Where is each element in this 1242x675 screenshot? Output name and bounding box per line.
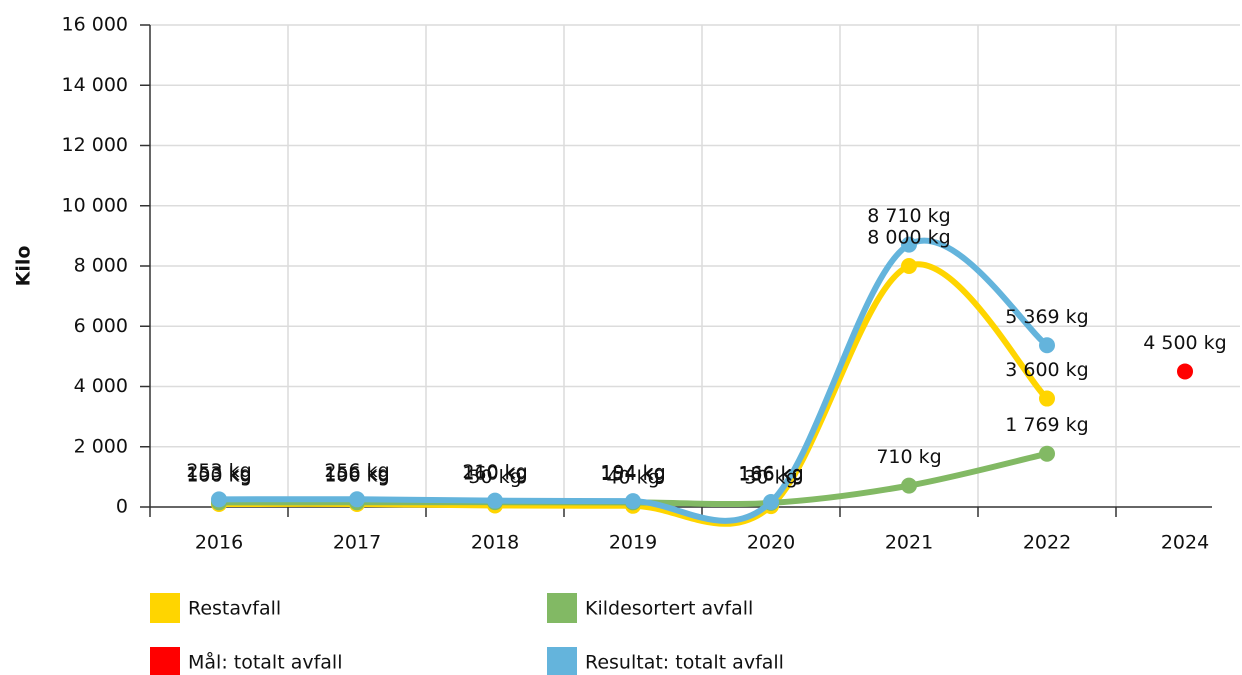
point <box>625 493 641 510</box>
y-tick-label: 4 000 <box>74 375 128 397</box>
data-label: 100 kg <box>324 464 389 486</box>
point <box>901 236 917 253</box>
data-label: 156 kg <box>324 463 389 485</box>
x-tick-label: 2022 <box>1023 532 1071 554</box>
data-label: 40 kg <box>606 466 659 488</box>
x-tick-label: 2024 <box>1161 532 1209 554</box>
data-label: 253 kg <box>186 460 251 482</box>
y-tick-label: 2 000 <box>74 435 128 457</box>
data-label: 30 kg <box>744 467 797 489</box>
point <box>901 258 917 274</box>
point <box>211 491 227 508</box>
y-tick-label: 6 000 <box>74 315 128 337</box>
y-tick-label: 0 <box>116 496 128 518</box>
y-tick-label: 14 000 <box>62 74 128 96</box>
legend-swatch <box>150 647 180 675</box>
x-tick-label: 2021 <box>885 532 933 554</box>
point <box>763 493 779 510</box>
y-tick-label: 12 000 <box>62 134 128 156</box>
x-tick-label: 2019 <box>609 532 657 554</box>
point <box>349 491 365 508</box>
data-label: 160 kg <box>462 463 527 485</box>
point <box>1177 363 1193 380</box>
data-label: 136 kg <box>738 463 803 485</box>
x-tick-label: 2017 <box>333 532 381 554</box>
point <box>901 477 917 494</box>
legend-label: Kildesortert avfall <box>585 598 753 620</box>
point <box>1039 390 1055 407</box>
data-label: 210 kg <box>462 461 527 483</box>
data-label: 154 kg <box>600 463 665 485</box>
point <box>1039 445 1055 462</box>
data-label: 4 500 kg <box>1143 332 1227 354</box>
x-tick-label: 2016 <box>195 532 243 554</box>
data-label: 710 kg <box>876 446 941 468</box>
x-tick-label: 2018 <box>471 532 519 554</box>
data-label: 50 kg <box>468 466 521 488</box>
legend-swatch <box>547 647 577 675</box>
data-label: 5 369 kg <box>1005 306 1089 328</box>
legend-swatch <box>150 593 180 623</box>
data-label: 166 kg <box>738 462 803 484</box>
data-label: 256 kg <box>324 460 389 482</box>
y-tick-label: 16 000 <box>62 14 128 36</box>
data-label: 194 kg <box>600 462 665 484</box>
data-label: 100 kg <box>186 464 251 486</box>
y-tick-label: 8 000 <box>74 255 128 277</box>
legend-label: Resultat: totalt avfall <box>585 652 784 674</box>
x-tick-label: 2020 <box>747 532 795 554</box>
y-tick-label: 10 000 <box>62 194 128 216</box>
y-axis-label: Kilo <box>13 246 35 287</box>
legend-label: Restavfall <box>188 598 281 620</box>
legend-label: Mål: totalt avfall <box>188 651 342 674</box>
data-label: 1 769 kg <box>1005 414 1089 436</box>
data-label: 8 710 kg <box>867 205 951 227</box>
legend-swatch <box>547 593 577 623</box>
data-label: 153 kg <box>186 463 251 485</box>
data-label: 3 600 kg <box>1005 359 1089 381</box>
data-label: 8 000 kg <box>867 227 951 249</box>
point <box>487 492 503 509</box>
point <box>1039 337 1055 354</box>
